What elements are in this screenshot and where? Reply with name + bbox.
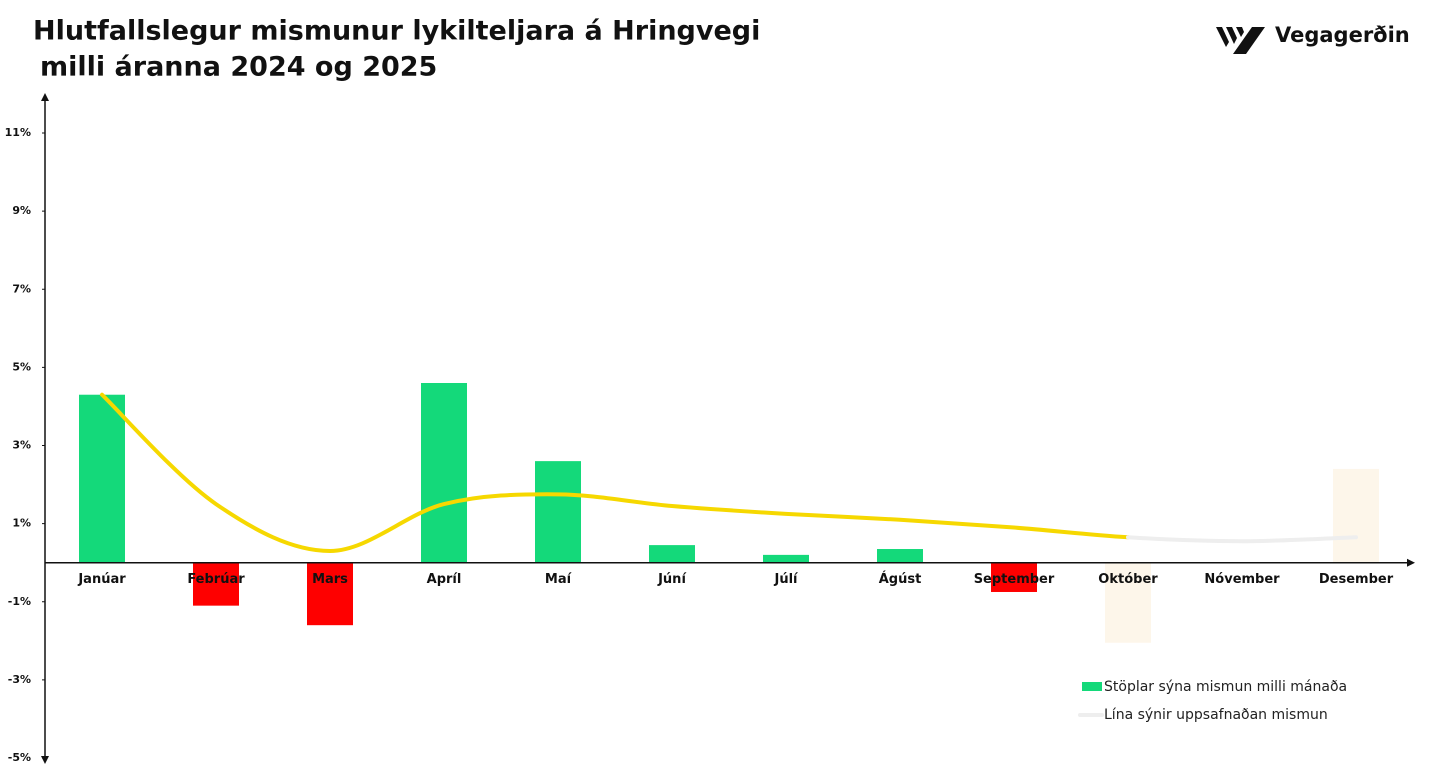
chart-title: Hlutfallslegur mismunur lykilteljara á H… — [33, 16, 760, 47]
y-tick-label: -1% — [8, 595, 31, 608]
x-axis-arrow — [1407, 558, 1415, 567]
y-tick-label: 3% — [12, 439, 31, 452]
x-tick-label: Apríl — [427, 572, 462, 587]
y-tick-label: 11% — [5, 126, 31, 139]
line — [1126, 535, 1358, 544]
y-axis-arrow — [41, 93, 49, 101]
bar — [763, 554, 809, 563]
x-tick-label: Júní — [657, 572, 687, 587]
legend-label: Lína sýnir uppsafnaðan mismun — [1104, 707, 1328, 723]
logo-icon — [1216, 27, 1265, 54]
chart-title: milli áranna 2024 og 2025 — [40, 52, 437, 83]
y-tick-label: 1% — [12, 517, 31, 530]
line — [100, 392, 1130, 553]
x-tick-label: September — [974, 572, 1055, 587]
x-tick-label: Ágúst — [879, 571, 922, 587]
legend-label: Stöplar sýna mismun milli mánaða — [1104, 679, 1347, 695]
x-tick-label: Nóvember — [1204, 572, 1280, 587]
bar — [421, 383, 467, 563]
bar — [193, 562, 239, 606]
bar — [535, 461, 581, 563]
x-tick-label: Desember — [1319, 572, 1394, 587]
x-tick-label: Júlí — [773, 572, 799, 587]
y-tick-label: -3% — [8, 673, 31, 686]
logo-text: Vegagerðin — [1275, 23, 1410, 47]
x-tick-label: Janúar — [77, 572, 126, 587]
x-tick-label: Október — [1098, 572, 1158, 587]
y-tick-label: 7% — [12, 282, 31, 295]
x-tick-label: Maí — [545, 572, 573, 587]
bar — [307, 562, 353, 626]
x-tick-label: Febrúar — [187, 572, 245, 587]
y-axis-arrow — [41, 756, 49, 764]
bar — [1105, 562, 1151, 643]
x-tick-label: Mars — [312, 572, 348, 587]
bar — [649, 545, 695, 563]
bar — [991, 562, 1037, 592]
legend-swatch — [1082, 682, 1102, 691]
bar — [1333, 468, 1379, 563]
y-tick-label: 9% — [12, 204, 31, 217]
bar — [79, 394, 125, 563]
bar — [877, 549, 923, 563]
y-tick-label: 5% — [12, 360, 31, 373]
y-tick-label: -5% — [8, 751, 31, 764]
